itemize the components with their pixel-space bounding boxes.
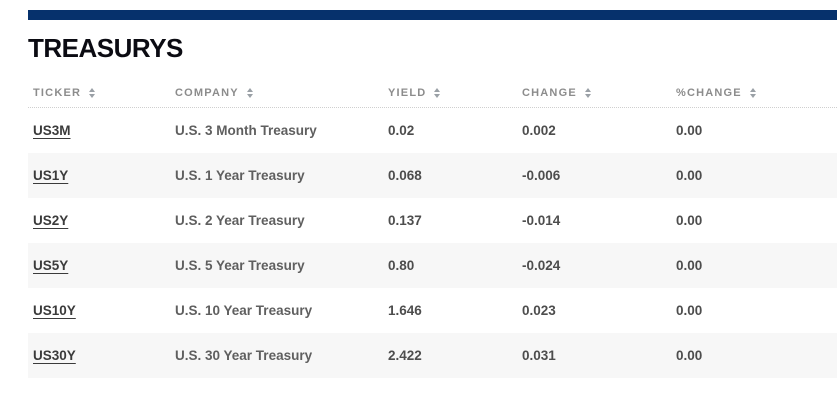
sort-arrows-icon xyxy=(434,88,441,98)
cell-company: U.S. 2 Year Treasury xyxy=(175,213,305,228)
column-header-pct_change[interactable]: %CHANGE xyxy=(671,87,837,99)
ticker-link[interactable]: US1Y xyxy=(33,168,69,183)
cell-yield: 0.80 xyxy=(388,258,415,273)
cell-change: 0.002 xyxy=(522,123,556,138)
column-header-yield[interactable]: YIELD xyxy=(383,87,517,99)
page-title: TREASURYS xyxy=(28,33,183,63)
cell-yield: 0.02 xyxy=(388,123,415,138)
ticker-link[interactable]: US3M xyxy=(33,123,71,138)
sort-down-arrow-icon xyxy=(584,94,591,98)
column-header-label: YIELD xyxy=(388,87,427,99)
column-header-label: TICKER xyxy=(33,87,82,99)
cell-company: U.S. 1 Year Treasury xyxy=(175,168,305,183)
cell-pct_change: 0.00 xyxy=(676,348,703,363)
cell-company: U.S. 30 Year Treasury xyxy=(175,348,313,363)
sort-up-arrow-icon xyxy=(749,88,756,92)
table-header-row: TICKER COMPANY YIELD CHANGE %CHANGE xyxy=(28,79,837,108)
cell-ticker: US5Y xyxy=(28,258,170,273)
cell-company: U.S. 10 Year Treasury xyxy=(175,303,313,318)
treasurys-page: TREASURYS TICKER COMPANY YIELD CHANGE %CHANG… xyxy=(28,10,837,378)
sort-arrows-icon xyxy=(584,88,591,98)
table-row: US30Y U.S. 30 Year Treasury 2.422 0.031 0.00 xyxy=(28,333,837,378)
cell-change: -0.014 xyxy=(522,213,561,228)
table-row: US1Y U.S. 1 Year Treasury 0.068 -0.006 0.00 xyxy=(28,153,837,198)
column-header-label: CHANGE xyxy=(522,87,577,99)
ticker-link[interactable]: US2Y xyxy=(33,213,69,228)
cell-pct_change: 0.00 xyxy=(676,123,703,138)
cell-change: -0.024 xyxy=(522,258,561,273)
cell-ticker: US30Y xyxy=(28,348,170,363)
cell-company: U.S. 5 Year Treasury xyxy=(175,258,305,273)
sort-arrows-icon xyxy=(89,88,96,98)
sort-up-arrow-icon xyxy=(246,88,253,92)
ticker-link[interactable]: US30Y xyxy=(33,348,76,363)
table-body: US3M U.S. 3 Month Treasury 0.02 0.002 0.00 US… xyxy=(28,108,837,378)
cell-yield: 0.137 xyxy=(388,213,422,228)
sort-up-arrow-icon xyxy=(434,88,441,92)
sort-down-arrow-icon xyxy=(246,94,253,98)
sort-up-arrow-icon xyxy=(584,88,591,92)
sort-arrows-icon xyxy=(246,88,253,98)
column-header-label: COMPANY xyxy=(175,87,239,99)
sort-down-arrow-icon xyxy=(749,94,756,98)
cell-change: 0.023 xyxy=(522,303,556,318)
treasurys-table: TICKER COMPANY YIELD CHANGE %CHANGE US3M U.S.… xyxy=(28,79,837,378)
accent-bar xyxy=(28,10,837,20)
column-header-label: %CHANGE xyxy=(676,87,742,99)
column-header-change[interactable]: CHANGE xyxy=(517,87,671,99)
cell-ticker: US1Y xyxy=(28,168,170,183)
sort-up-arrow-icon xyxy=(89,88,96,92)
table-row: US3M U.S. 3 Month Treasury 0.02 0.002 0.00 xyxy=(28,108,837,153)
cell-pct_change: 0.00 xyxy=(676,258,703,273)
cell-change: -0.006 xyxy=(522,168,561,183)
column-header-ticker[interactable]: TICKER xyxy=(28,87,170,99)
table-row: US2Y U.S. 2 Year Treasury 0.137 -0.014 0.00 xyxy=(28,198,837,243)
ticker-link[interactable]: US5Y xyxy=(33,258,69,273)
table-row: US10Y U.S. 10 Year Treasury 1.646 0.023 0.00 xyxy=(28,288,837,333)
cell-yield: 2.422 xyxy=(388,348,422,363)
cell-change: 0.031 xyxy=(522,348,556,363)
column-header-company[interactable]: COMPANY xyxy=(170,87,383,99)
cell-pct_change: 0.00 xyxy=(676,213,703,228)
cell-yield: 0.068 xyxy=(388,168,422,183)
cell-ticker: US3M xyxy=(28,123,170,138)
cell-company: U.S. 3 Month Treasury xyxy=(175,123,317,138)
sort-arrows-icon xyxy=(749,88,756,98)
cell-pct_change: 0.00 xyxy=(676,303,703,318)
ticker-link[interactable]: US10Y xyxy=(33,303,76,318)
sort-down-arrow-icon xyxy=(434,94,441,98)
cell-ticker: US2Y xyxy=(28,213,170,228)
cell-yield: 1.646 xyxy=(388,303,422,318)
cell-ticker: US10Y xyxy=(28,303,170,318)
sort-down-arrow-icon xyxy=(89,94,96,98)
table-row: US5Y U.S. 5 Year Treasury 0.80 -0.024 0.00 xyxy=(28,243,837,288)
cell-pct_change: 0.00 xyxy=(676,168,703,183)
